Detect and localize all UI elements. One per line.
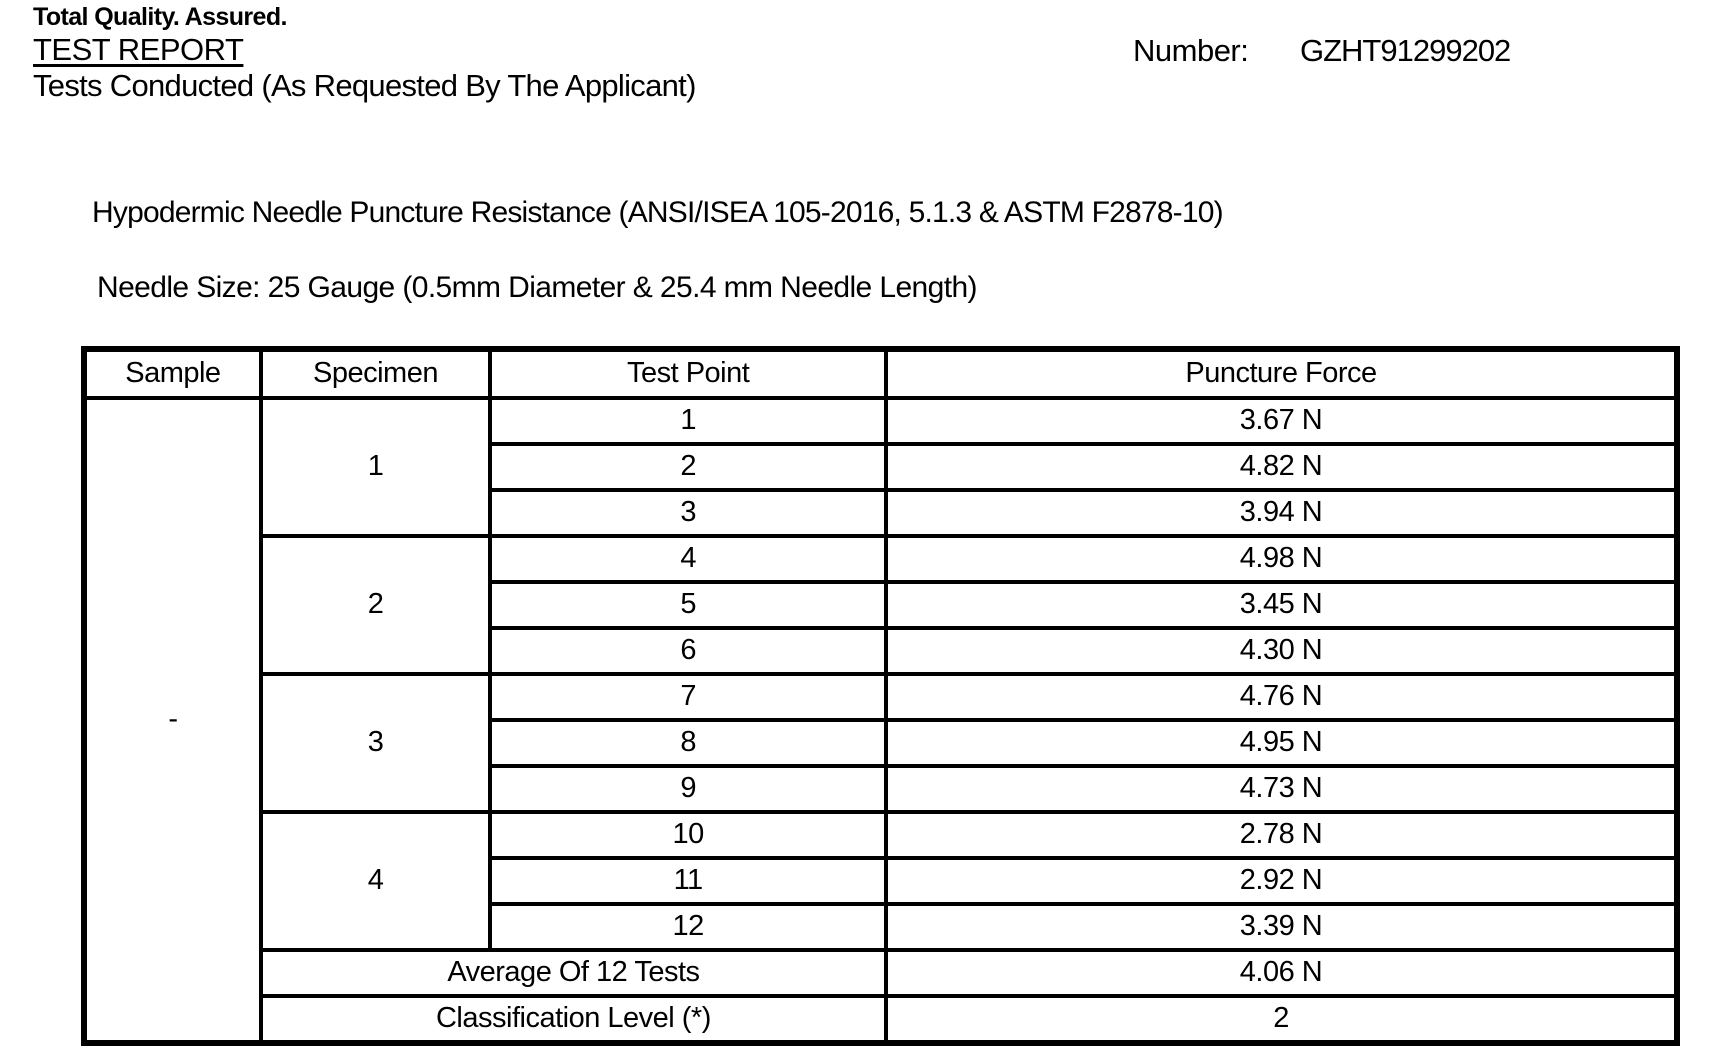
table-row: 11 2.92 N <box>84 856 1679 906</box>
test-point-cell: 4 <box>488 534 889 584</box>
puncture-force-cell: 4.30 N <box>884 626 1679 676</box>
header-cell-test-point: Test Point <box>488 347 889 400</box>
test-method-title: Hypodermic Needle Puncture Resistance (A… <box>92 196 1224 229</box>
brand-tagline: Total Quality. Assured. <box>33 3 287 31</box>
puncture-results-table: Sample Specimen Test Point Puncture Forc… <box>81 346 1680 1046</box>
specimen-cell: 4 <box>258 810 493 952</box>
puncture-force-cell: 4.95 N <box>884 718 1679 768</box>
puncture-force-cell: 4.82 N <box>884 442 1679 492</box>
summary-label-cell: Average Of 12 Tests <box>258 948 889 998</box>
specimen-cell: 1 <box>258 396 493 538</box>
summary-value-cell: 4.06 N <box>884 948 1679 998</box>
puncture-force-cell: 2.92 N <box>884 856 1679 906</box>
test-point-cell: 6 <box>488 626 889 676</box>
table-header-row: Sample Specimen Test Point Puncture Forc… <box>82 347 1679 400</box>
header-cell-puncture-force: Puncture Force <box>884 347 1679 400</box>
test-point-cell: 11 <box>488 856 889 906</box>
header-cell-specimen: Specimen <box>258 347 493 400</box>
test-point-cell: 3 <box>488 488 889 538</box>
table-row: 6 4.30 N <box>84 626 1679 676</box>
summary-row: Classification Level (*) 2 <box>84 994 1679 1045</box>
test-point-cell: 5 <box>488 580 889 630</box>
table-row: 2 4 4.98 N <box>84 534 1679 676</box>
specimen-cell: 2 <box>258 534 493 676</box>
puncture-force-cell: 3.67 N <box>884 396 1679 446</box>
table-row: 12 3.39 N <box>84 902 1679 952</box>
header-cell-sample: Sample <box>82 347 263 400</box>
test-point-cell: 7 <box>488 672 889 722</box>
test-point-cell: 10 <box>488 810 889 860</box>
report-number-label: Number: <box>1133 33 1249 68</box>
summary-value-cell: 2 <box>884 994 1679 1045</box>
summary-row: Average Of 12 Tests 4.06 N <box>84 948 1679 998</box>
puncture-force-cell: 3.94 N <box>884 488 1679 538</box>
table-row: 8 4.95 N <box>84 718 1679 768</box>
test-point-cell: 2 <box>488 442 889 492</box>
needle-size-line: Needle Size: 25 Gauge (0.5mm Diameter & … <box>97 271 978 304</box>
test-point-cell: 8 <box>488 718 889 768</box>
table-row: 3 3.94 N <box>84 488 1679 538</box>
table-row: 5 3.45 N <box>84 580 1679 630</box>
sample-cell: - <box>82 396 263 1045</box>
test-point-cell: 9 <box>488 764 889 814</box>
specimen-cell: 3 <box>258 672 493 814</box>
report-subtitle: Tests Conducted (As Requested By The App… <box>33 68 696 103</box>
table-row: 3 7 4.76 N <box>84 672 1679 814</box>
table-row: 2 4.82 N <box>84 442 1679 492</box>
puncture-force-cell: 3.39 N <box>884 902 1679 952</box>
report-number-value: GZHT91299202 <box>1300 33 1511 68</box>
puncture-force-cell: 4.73 N <box>884 764 1679 814</box>
table-row: 4 10 2.78 N <box>84 810 1679 952</box>
table-row: 9 4.73 N <box>84 764 1679 814</box>
test-point-cell: 1 <box>488 396 889 446</box>
puncture-force-cell: 3.45 N <box>884 580 1679 630</box>
report-title: TEST REPORT <box>33 32 244 67</box>
test-point-cell: 12 <box>488 902 889 952</box>
puncture-force-cell: 4.76 N <box>884 672 1679 722</box>
puncture-force-cell: 4.98 N <box>884 534 1679 584</box>
table-row: - 1 1 3.67 N <box>82 396 1679 1045</box>
puncture-force-cell: 2.78 N <box>884 810 1679 860</box>
summary-label-cell: Classification Level (*) <box>258 994 889 1045</box>
